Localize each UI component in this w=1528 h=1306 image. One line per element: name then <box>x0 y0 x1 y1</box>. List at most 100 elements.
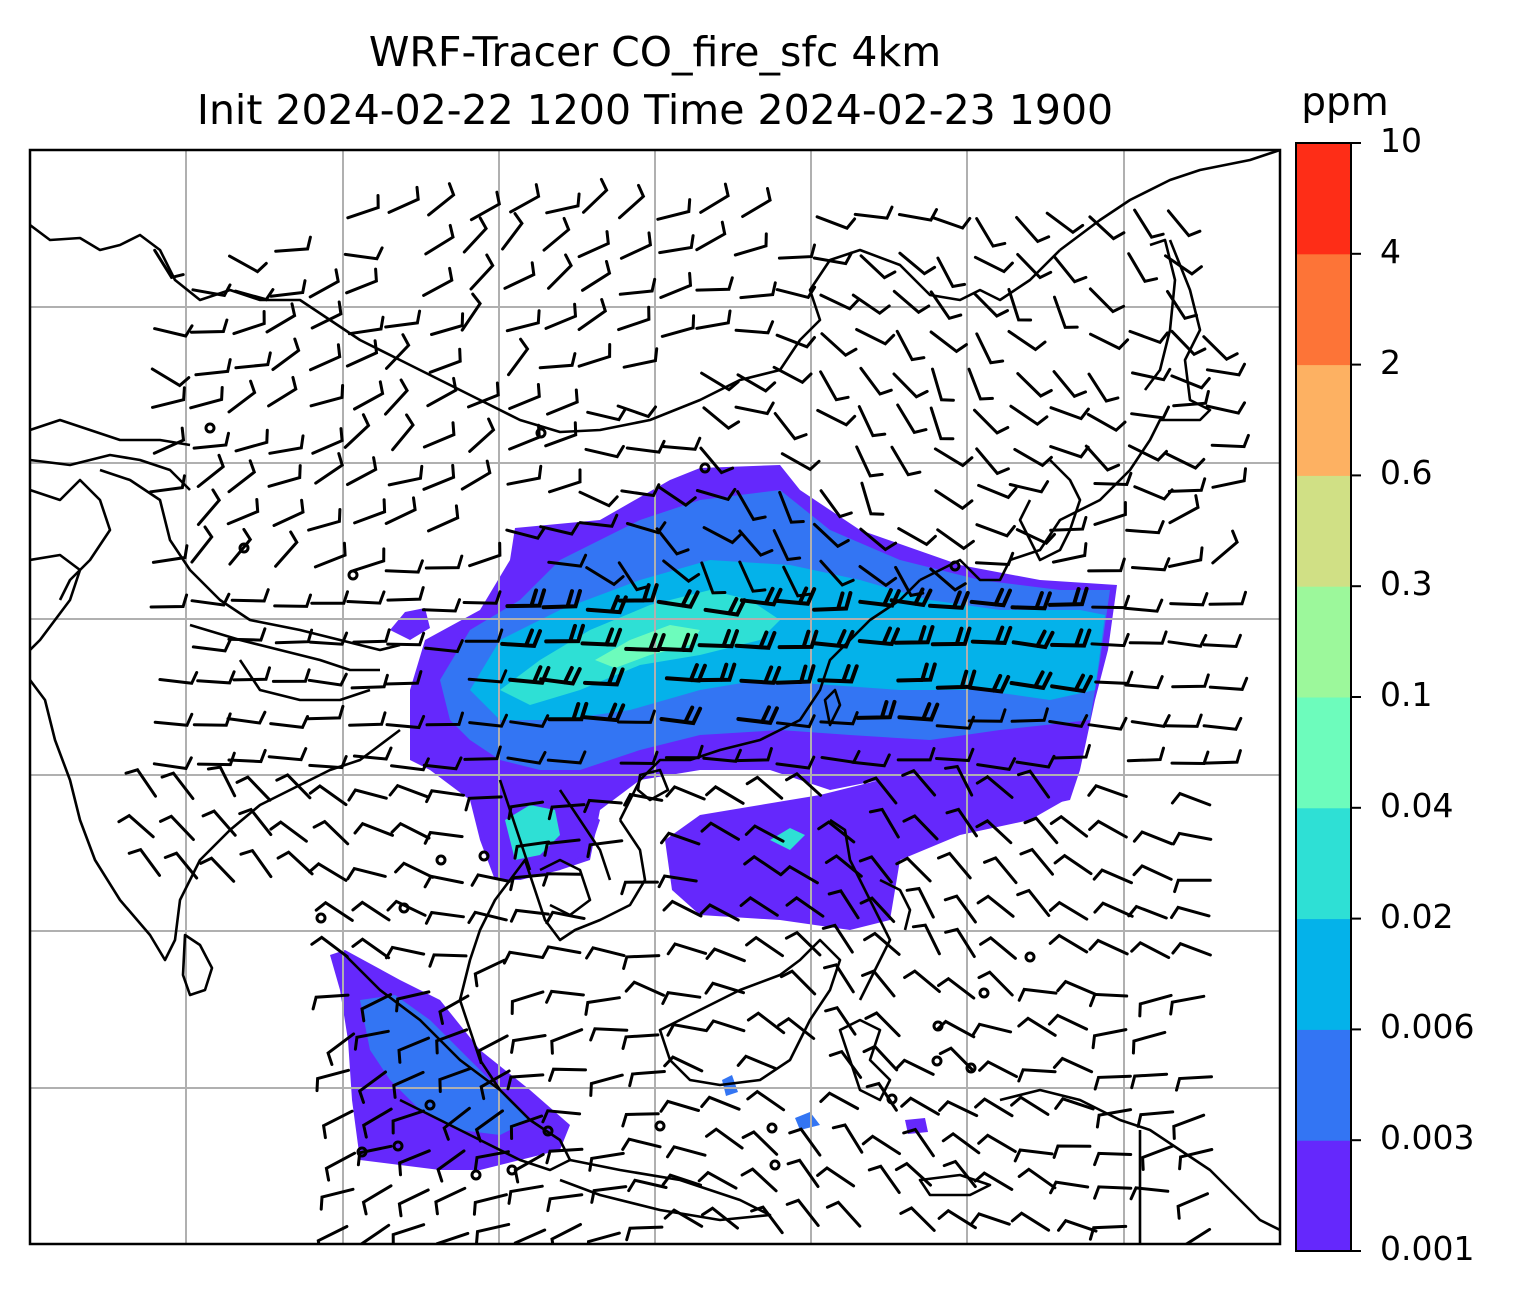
wind-barb <box>1049 1180 1090 1195</box>
wind-barb <box>1049 814 1089 838</box>
wind-barb <box>661 991 702 1005</box>
wind-barb <box>425 789 465 804</box>
wind-barb <box>900 1096 940 1116</box>
wind-barb <box>308 784 348 807</box>
wind-barb <box>1087 784 1128 798</box>
wind-barb <box>385 333 411 370</box>
wind-barb <box>538 352 577 370</box>
wind-barb <box>196 670 236 685</box>
wind-barb <box>1166 209 1202 238</box>
map-frame <box>28 148 1282 1246</box>
wind-barb <box>542 872 581 887</box>
wind-barb <box>1091 1028 1128 1050</box>
colorbar-segment <box>1296 918 1351 1030</box>
colorbar-segment <box>1296 1140 1351 1252</box>
wind-barb <box>468 417 496 453</box>
wind-barb <box>467 381 500 409</box>
wind-barb <box>321 1109 354 1140</box>
wind-barb <box>662 899 703 918</box>
wind-barb <box>438 994 470 1025</box>
wind-barb <box>191 283 232 298</box>
wind-barb <box>353 821 394 837</box>
wind-barb <box>736 705 779 725</box>
wind-barb <box>1136 1110 1175 1128</box>
wind-barb <box>975 217 1007 248</box>
wind-barb <box>508 383 541 410</box>
wind-barb <box>863 931 901 956</box>
wind-barb <box>1051 542 1088 564</box>
wind-barb <box>347 315 385 336</box>
colorbar-segment <box>1296 475 1351 587</box>
calm-wind-circle <box>542 1125 554 1137</box>
wind-barb <box>313 541 347 569</box>
calm-wind-circle <box>965 1062 977 1074</box>
colorbar-segment <box>1296 697 1351 809</box>
wind-barb <box>189 318 229 334</box>
wind-barb <box>308 862 348 882</box>
wind-barb <box>665 785 706 801</box>
wind-barb <box>473 958 506 988</box>
wind-barb <box>356 1144 393 1167</box>
wind-barb <box>312 819 350 846</box>
wind-barb <box>617 709 656 724</box>
wind-barb <box>867 1164 901 1194</box>
wind-barb <box>1008 480 1050 494</box>
wind-barb <box>542 216 571 252</box>
wind-barb <box>656 632 699 653</box>
wind-barb <box>268 434 305 455</box>
wind-barb <box>627 1178 668 1193</box>
wind-barb <box>1124 675 1164 690</box>
wind-barb <box>821 923 854 954</box>
wind-barb <box>265 302 297 334</box>
wind-barb <box>190 525 214 564</box>
wind-barb <box>1095 1108 1133 1129</box>
wind-barb <box>622 954 661 970</box>
wind-barb <box>227 379 257 414</box>
wind-barb <box>541 1109 582 1124</box>
wind-barb <box>812 591 853 612</box>
wind-barb <box>199 856 236 883</box>
wind-barb <box>745 935 784 958</box>
wind-barb <box>785 771 823 797</box>
wind-barb <box>308 755 348 770</box>
wind-barb <box>824 854 863 878</box>
wind-barb <box>314 900 354 922</box>
wind-barb <box>346 194 380 220</box>
wind-barb <box>544 623 585 644</box>
wind-barb <box>618 277 657 296</box>
wind-barb <box>577 298 608 331</box>
wind-barb <box>1167 634 1208 648</box>
wind-barbs <box>117 177 1250 1244</box>
wind-barb <box>1132 864 1173 881</box>
chart-title-line-2: Init 2024-02-22 1200 Time 2024-02-23 190… <box>196 86 1114 134</box>
wind-barb <box>1087 557 1126 573</box>
wind-barb <box>1133 485 1174 501</box>
wind-barb <box>851 753 891 768</box>
colorbar-segment <box>1296 807 1351 920</box>
wind-barb <box>397 1036 430 1064</box>
wind-barb <box>700 371 740 392</box>
wind-barb <box>192 431 230 450</box>
wind-barb <box>628 1070 666 1088</box>
wind-barb <box>351 547 386 573</box>
wind-barb <box>945 807 978 838</box>
calm-wind-circle <box>535 427 547 439</box>
wind-barb <box>117 813 155 839</box>
colorbar-tick-label: 0.003 <box>1380 1118 1475 1158</box>
wind-barb <box>775 714 816 729</box>
wind-barb <box>778 490 805 524</box>
wind-barb <box>546 750 587 765</box>
wind-barb <box>1013 1148 1054 1163</box>
wind-barb <box>469 190 501 222</box>
wind-barb <box>160 771 195 800</box>
wind-barb <box>582 177 609 214</box>
calm-wind-circle <box>204 422 216 434</box>
wind-barb <box>976 894 1015 918</box>
wind-barb <box>699 446 735 475</box>
wind-barb <box>387 464 424 487</box>
wind-barb <box>936 256 967 289</box>
wind-barb <box>1053 295 1079 329</box>
wind-barb <box>929 406 955 441</box>
wind-barb <box>702 406 741 431</box>
wind-barb <box>663 1055 704 1073</box>
